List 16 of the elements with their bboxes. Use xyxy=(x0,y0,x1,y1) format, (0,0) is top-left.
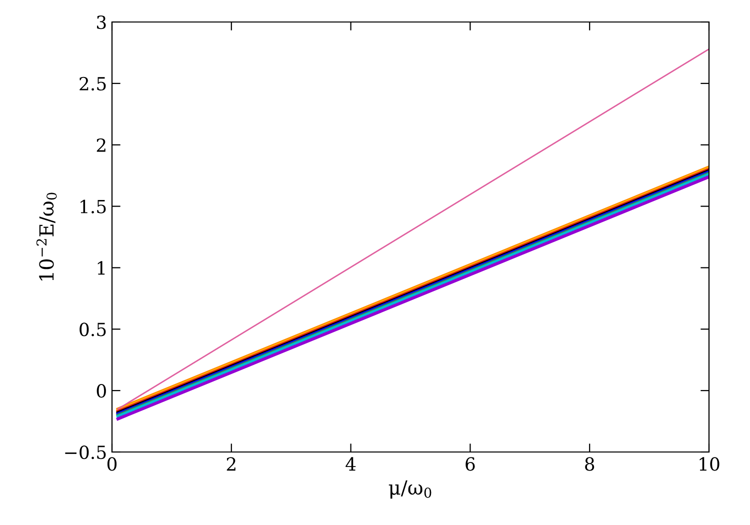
y-tick-label: −0.5 xyxy=(65,445,106,460)
y-axis-title: 10$^{−2}$E/ω$_{0}$ xyxy=(36,192,57,280)
y-tick-label: 0 xyxy=(96,384,106,398)
x-tick-label: 8 xyxy=(585,457,594,471)
y-tick-label: 1.5 xyxy=(80,200,106,214)
y-tick-label: 2 xyxy=(96,138,106,152)
y-tick-label: 2.5 xyxy=(80,76,106,91)
x-tick-label: 6 xyxy=(466,457,475,471)
y-tick-label: 0.5 xyxy=(80,322,106,336)
x-tick-label: 0 xyxy=(107,457,117,471)
y-tick-label: 3 xyxy=(97,15,106,30)
x-tick-label: 4 xyxy=(346,457,356,471)
x-tick-label: 2 xyxy=(226,457,236,471)
y-tick-label: 1 xyxy=(98,261,105,275)
x-axis-title: μ/ω$_{0}$ xyxy=(388,480,432,499)
x-tick-label: 10 xyxy=(700,457,720,471)
